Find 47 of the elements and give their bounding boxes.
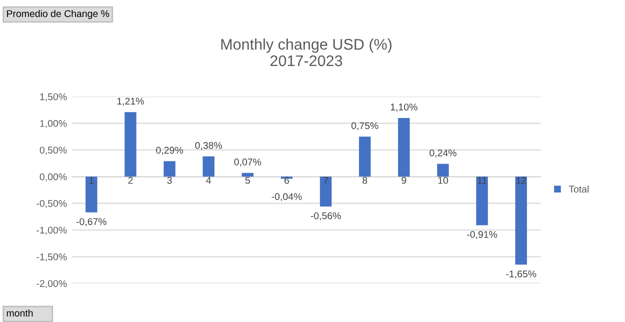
data-label: 1,10% (390, 104, 418, 112)
x-tick-label: 9 (402, 176, 406, 184)
text: month (6, 309, 33, 317)
x-tick-label: 11 (478, 176, 487, 184)
data-label: 0,24% (430, 149, 456, 158)
data-label: 0,29% (156, 146, 183, 155)
y-tick-label: -1,00% (36, 226, 67, 235)
data-label: -0,04% (272, 193, 302, 202)
x-tick-label: 8 (362, 176, 368, 184)
bar (86, 176, 98, 212)
y-tick-label: 0,50% (40, 146, 67, 155)
x-tick-label: 4 (206, 176, 212, 184)
bar (124, 112, 136, 177)
data-label: 0,75% (351, 122, 378, 130)
x-tick-label: 10 (438, 176, 448, 184)
x-tick-label: 1 (89, 176, 94, 184)
y-tick-label: 1,00% (40, 120, 67, 128)
data-label: -1,65% (506, 270, 536, 279)
chart-title: Monthly change USD (%) 2017-2023 (221, 38, 392, 66)
x-tick-label: 6 (284, 176, 289, 184)
bar (398, 118, 410, 177)
x-tick-label: 3 (167, 176, 172, 184)
x-tick-label: 2 (128, 176, 133, 184)
x-tick-label: 5 (245, 176, 250, 184)
bar (437, 164, 449, 177)
data-label: 0,38% (195, 142, 222, 150)
data-label: 0,07% (234, 158, 262, 167)
bar (358, 136, 371, 177)
bar (320, 176, 332, 207)
data-label: -0,56% (310, 212, 341, 220)
bar (202, 156, 214, 177)
bar (242, 172, 254, 177)
bar (476, 176, 488, 226)
data-label: -0,91% (467, 231, 498, 240)
bar (164, 161, 176, 177)
y-tick-label: -1,50% (36, 253, 67, 262)
y-tick-label: -0,50% (36, 200, 67, 208)
y-tick-label: 1,50% (40, 93, 67, 102)
data-label: 1,21% (117, 98, 144, 106)
x-tick-label: 12 (516, 176, 526, 184)
y-tick-label: 0,00% (40, 173, 67, 182)
x-tick-label: 7 (324, 176, 328, 184)
legend-label: Total (568, 185, 589, 193)
bar (515, 176, 527, 265)
data-label: -0,67% (76, 218, 106, 226)
y-tick-label: -2,00% (36, 280, 67, 288)
text: Promedio de Change % (7, 10, 110, 20)
